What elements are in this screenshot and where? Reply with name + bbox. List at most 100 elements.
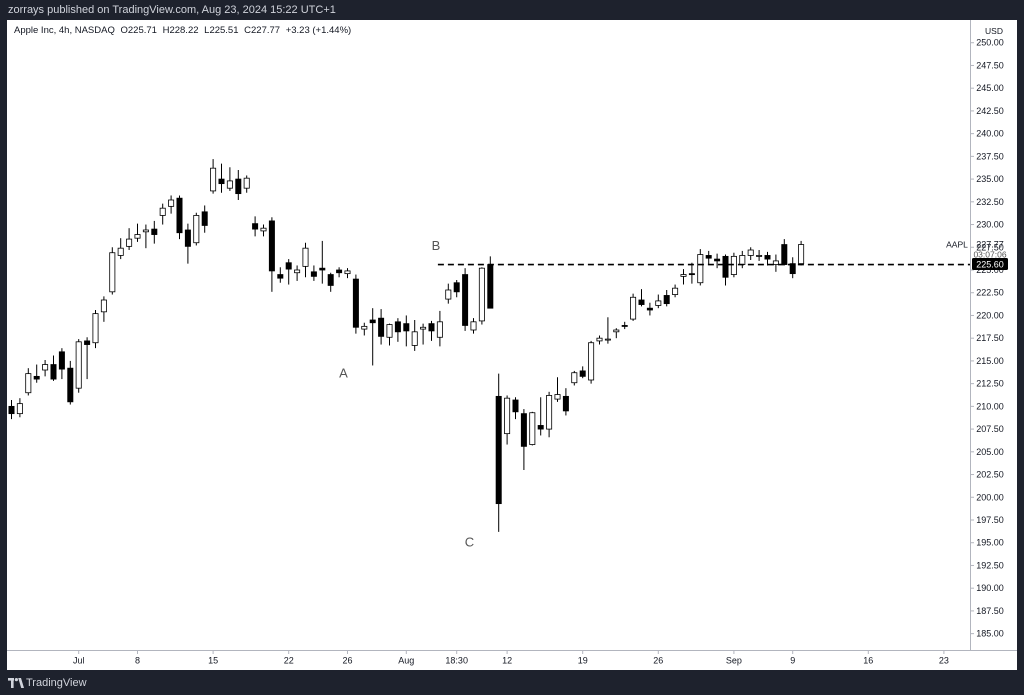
time-tick-label: Jul: [73, 656, 85, 666]
price-tick-label: 200.00: [976, 492, 1004, 502]
candle-body: [344, 270, 351, 275]
top-bar: zorrays published on TradingView.com, Au…: [0, 0, 1024, 20]
candle-body: [302, 247, 309, 267]
candle-body: [33, 375, 40, 380]
price-tick-label: 235.00: [976, 174, 1004, 184]
time-tick-label: Sep: [726, 656, 742, 666]
candle-body: [268, 220, 275, 272]
candle-body: [218, 178, 225, 185]
candle-body: [604, 338, 611, 341]
price-tick-label: 220.00: [976, 310, 1004, 320]
price-tick-label: 230.00: [976, 220, 1004, 230]
candle-body: [722, 255, 729, 278]
candle-body: [554, 394, 561, 400]
candle-body: [420, 326, 427, 330]
legend-open: O225.71: [120, 25, 157, 36]
time-tick-label: 22: [284, 656, 294, 666]
candle-body: [453, 282, 460, 293]
annotation-label: A: [339, 365, 348, 380]
candle-body: [487, 264, 494, 309]
candlestick-chart[interactable]: A B C USD 250.00 247.50 245.00 242.50 240.00 237…: [7, 20, 1017, 670]
price-tick-label: 250.00: [976, 38, 1004, 48]
time-tick-label: 26: [653, 656, 663, 666]
annotation-label: C: [465, 534, 474, 549]
candle-body: [394, 321, 401, 333]
candle-body: [84, 340, 91, 345]
time-tick-label: 26: [342, 656, 352, 666]
symbol-legend: Apple Inc, 4h, NASDAQ O225.71 H228.22 L2…: [14, 25, 354, 36]
footer-bar: TradingView: [0, 670, 1024, 695]
candle-body: [58, 351, 65, 370]
candle-body: [361, 325, 368, 330]
price-tick-label: 205.00: [976, 447, 1004, 457]
candle-body: [478, 267, 485, 322]
chart-frame[interactable]: A B C USD 250.00 247.50 245.00 242.50 240.00 237…: [7, 20, 1017, 670]
legend-high: H228.22: [162, 25, 199, 36]
candle-body: [226, 180, 233, 189]
price-tag-label: 225.60: [976, 260, 1004, 270]
time-tick-label: 8: [135, 656, 140, 666]
legend-symbol: Apple Inc, 4h, NASDAQ: [14, 25, 115, 36]
candle-body: [613, 329, 620, 333]
time-tick-label: Aug: [398, 656, 414, 666]
price-tick-label: 242.50: [976, 106, 1004, 116]
candle-body: [655, 300, 662, 306]
candle-body: [537, 425, 544, 430]
price-tick-label: 190.00: [976, 583, 1004, 593]
candle-body: [714, 258, 721, 262]
candle-body: [445, 289, 452, 300]
candle-body: [781, 244, 788, 265]
candle-body: [277, 274, 284, 279]
candle-body: [730, 255, 737, 275]
candle-body: [42, 364, 49, 371]
price-tick-label: 237.50: [976, 151, 1004, 161]
candle-body: [470, 321, 477, 331]
candle-body: [588, 342, 595, 381]
bar-countdown: 03:07:06: [973, 250, 1006, 260]
candle-body: [100, 299, 107, 313]
candle-body: [504, 397, 511, 435]
candle-body: [109, 252, 116, 293]
candle-body: [739, 255, 746, 265]
candle-body: [319, 267, 326, 271]
candle-body: [520, 413, 527, 447]
candle-body: [369, 319, 376, 324]
candle-body: [201, 211, 208, 226]
candle-body: [235, 178, 242, 195]
price-tick-label: 232.50: [976, 197, 1004, 207]
candle-body: [117, 247, 124, 256]
candle-body: [126, 238, 133, 247]
price-tick-label: 247.50: [976, 60, 1004, 70]
candle-body: [638, 299, 645, 305]
candle-body: [688, 273, 695, 276]
candle-body: [462, 274, 469, 326]
candle-body: [562, 395, 569, 412]
time-tick-label: 16: [863, 656, 873, 666]
candle-body: [529, 412, 536, 445]
candle-body: [512, 399, 519, 413]
candle-body: [50, 364, 57, 380]
candle-body: [428, 323, 435, 332]
candle-body: [798, 244, 805, 265]
price-tick-label: 185.00: [976, 629, 1004, 639]
candle-body: [672, 287, 679, 295]
candle-body: [747, 249, 754, 256]
candle-body: [159, 207, 166, 216]
candle-body: [436, 321, 443, 338]
candle-body: [596, 337, 603, 342]
candle-body: [310, 271, 317, 277]
candle-body: [134, 234, 141, 239]
candle-body: [495, 395, 502, 505]
tradingview-logo-icon: [8, 678, 24, 688]
candle-body: [92, 313, 99, 344]
candle-body: [294, 269, 301, 274]
price-tick-label: 227.50: [976, 242, 1004, 252]
price-tick-label: 187.50: [976, 606, 1004, 616]
annotations: A B C: [339, 238, 474, 549]
candle-body: [243, 177, 250, 189]
candle-body: [210, 167, 217, 192]
price-tick-label: 202.50: [976, 470, 1004, 480]
candle-body: [193, 215, 200, 244]
time-tick-label: 19: [578, 656, 588, 666]
candle-body: [285, 262, 292, 270]
